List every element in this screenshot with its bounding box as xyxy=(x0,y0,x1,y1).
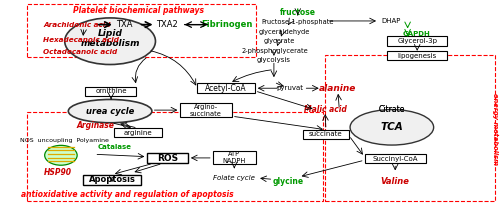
Text: HSP90: HSP90 xyxy=(44,168,72,177)
Text: energy metabolism: energy metabolism xyxy=(492,93,498,165)
Text: fructose: fructose xyxy=(280,8,316,17)
Text: antioxidative activity and regulation of apoptosis: antioxidative activity and regulation of… xyxy=(20,190,233,199)
Text: Lipid
metabolism: Lipid metabolism xyxy=(80,29,140,49)
Text: GAPDH: GAPDH xyxy=(402,31,430,37)
Text: Arginase: Arginase xyxy=(77,121,114,130)
Text: Folate cycle: Folate cycle xyxy=(214,175,255,181)
Bar xyxy=(387,51,447,60)
Text: Platelet biochemical pathways: Platelet biochemical pathways xyxy=(74,6,204,15)
Bar xyxy=(148,153,188,163)
Text: glyceraldehyde: glyceraldehyde xyxy=(258,29,310,35)
Text: DHAP: DHAP xyxy=(381,18,400,24)
Text: ROS: ROS xyxy=(157,154,178,163)
Text: urea cycle: urea cycle xyxy=(86,107,134,116)
Text: succinate: succinate xyxy=(309,131,343,137)
Text: Hexadecanoic acid: Hexadecanoic acid xyxy=(43,37,119,43)
Bar xyxy=(364,154,426,163)
Text: Glycerol-3p: Glycerol-3p xyxy=(397,38,437,44)
Bar xyxy=(83,175,141,185)
Bar xyxy=(86,87,136,96)
Bar xyxy=(180,103,232,117)
Text: ornithine: ornithine xyxy=(96,88,127,94)
Ellipse shape xyxy=(44,145,77,165)
Text: glycine: glycine xyxy=(272,177,304,186)
Text: glycolysis: glycolysis xyxy=(257,57,291,63)
Bar xyxy=(325,55,494,201)
Text: Fructose-1-phosphate: Fructose-1-phosphate xyxy=(262,19,334,25)
Text: TCA: TCA xyxy=(380,122,403,132)
Bar xyxy=(114,128,162,137)
Text: lipogenesis: lipogenesis xyxy=(398,53,437,59)
Text: TXA2: TXA2 xyxy=(156,20,178,29)
Bar xyxy=(198,83,255,93)
Text: alanine: alanine xyxy=(319,84,356,93)
Bar xyxy=(302,130,349,139)
Text: Fibrinogen: Fibrinogen xyxy=(202,20,253,29)
Text: Octadecanoic acid: Octadecanoic acid xyxy=(43,49,118,55)
Text: glycerate: glycerate xyxy=(264,38,296,44)
Ellipse shape xyxy=(64,18,156,64)
Text: Acetyl-CoA: Acetyl-CoA xyxy=(206,84,247,93)
Text: arginine: arginine xyxy=(124,130,152,136)
Text: Citrate: Citrate xyxy=(378,105,405,114)
Text: NOS  uncoupling  Polyamine: NOS uncoupling Polyamine xyxy=(20,138,109,143)
Bar xyxy=(213,151,256,164)
Bar xyxy=(387,36,447,46)
Text: Valine: Valine xyxy=(381,177,410,186)
Text: Catalase: Catalase xyxy=(98,144,132,150)
Text: Succinyl-CoA: Succinyl-CoA xyxy=(372,156,418,162)
Text: Argino-
succinate: Argino- succinate xyxy=(190,104,222,117)
Ellipse shape xyxy=(350,110,434,145)
Text: TXA: TXA xyxy=(116,20,132,29)
Text: 2-phosphoglycerate: 2-phosphoglycerate xyxy=(242,48,308,54)
Ellipse shape xyxy=(68,100,152,123)
Text: pyruvat: pyruvat xyxy=(276,85,303,91)
Bar xyxy=(26,4,256,57)
Text: Malic acid: Malic acid xyxy=(304,105,346,114)
Text: ATP
NADPH: ATP NADPH xyxy=(222,151,246,164)
Text: Apoptosis: Apoptosis xyxy=(88,175,136,184)
Text: Arachidonic acid: Arachidonic acid xyxy=(43,22,110,28)
Text: Citrate: Citrate xyxy=(378,105,405,114)
Bar xyxy=(26,112,322,201)
